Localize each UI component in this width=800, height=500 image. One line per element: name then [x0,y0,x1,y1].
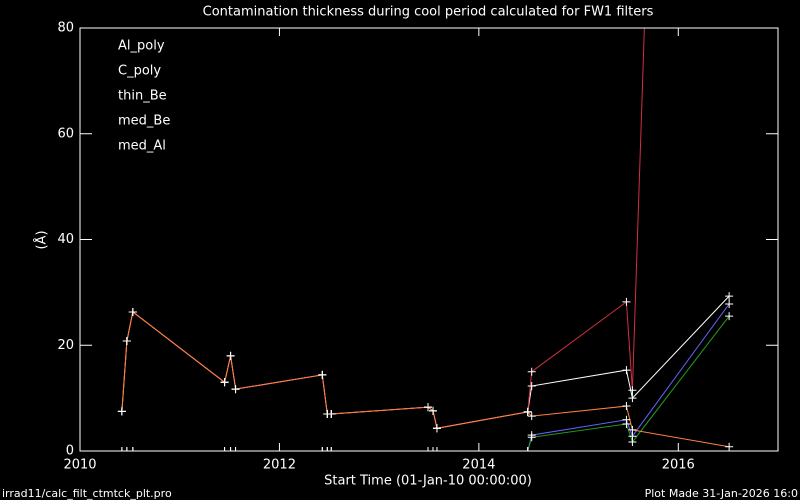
point-marker [318,447,327,451]
point-marker [128,307,137,316]
point-marker [220,378,229,387]
axis-box [79,27,779,452]
point-marker [128,447,137,451]
point-marker [527,381,536,390]
x-tick-label: 2012 [263,458,296,473]
x-tick-label: 2014 [462,458,495,473]
y-tick-label: 0 [66,444,74,459]
point-marker [424,447,433,451]
point-marker [231,385,240,394]
point-marker [628,394,637,403]
series-line [121,303,730,451]
point-marker [622,366,631,375]
y-tick-label: 20 [57,338,74,353]
point-marker [523,447,532,451]
x-axis-label: Start Time (01-Jan-10 00:00:00) [324,474,532,489]
point-marker [725,442,734,451]
point-marker [527,367,536,376]
point-marker [428,406,437,415]
point-marker [220,447,229,451]
point-marker [725,292,734,301]
point-marker [122,337,131,346]
series-line [121,311,730,448]
x-tick-label: 2010 [63,458,96,473]
point-marker [327,409,336,418]
point-marker [231,447,240,451]
point-marker [725,312,734,321]
point-marker [318,370,327,379]
point-marker [432,447,441,451]
x-tick-label: 2016 [662,458,695,473]
point-marker [527,412,536,421]
point-marker [226,351,235,360]
legend-label: med_Al [118,139,166,154]
point-marker [424,403,433,412]
y-tick-label: 40 [57,232,74,247]
series-line [121,28,645,429]
point-marker [432,424,441,433]
y-axis-label: (Å) [34,230,50,249]
point-marker [527,433,536,442]
legend-label: med_Be [118,114,170,129]
point-marker [428,447,437,451]
legend-label: Al_poly [118,39,165,54]
chart-title: Contamination thickness during cool peri… [203,5,654,20]
series-line [121,315,730,451]
legend-label: C_poly [118,64,161,79]
footer-right: Plot Made 31-Jan-2026 16:0 [645,487,798,500]
point-marker [323,447,332,451]
point-marker [117,407,126,416]
y-tick-label: 80 [57,21,74,36]
point-marker [622,420,631,429]
point-marker [628,425,637,434]
point-marker [117,447,126,451]
point-marker [622,297,631,306]
point-marker [327,447,336,451]
point-marker [725,300,734,309]
point-marker [122,447,131,451]
point-marker [628,438,637,447]
point-marker [523,407,532,416]
point-marker [622,402,631,411]
legend-label: thin_Be [118,89,167,104]
point-marker [226,447,235,451]
series-line [121,295,730,429]
point-marker [628,386,637,395]
footer-left: irrad11/calc_filt_ctmtck_plt.pro [2,487,172,500]
y-tick-label: 60 [57,126,74,141]
plot-area [117,28,734,451]
